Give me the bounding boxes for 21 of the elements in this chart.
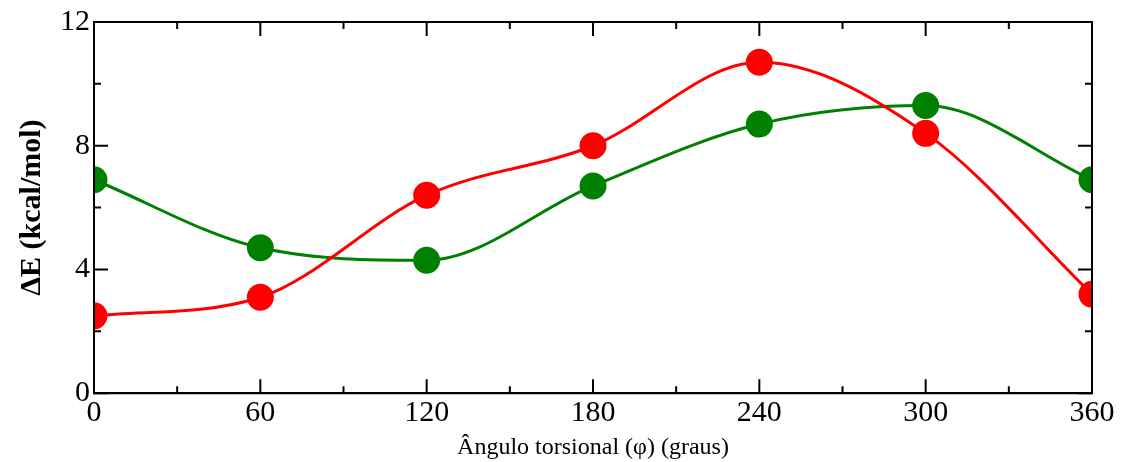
point	[745, 110, 773, 138]
x-tick-label: 360	[1069, 394, 1115, 428]
point	[579, 172, 607, 200]
x-tick-label: 300	[903, 394, 949, 428]
x-tick-label: 180	[570, 394, 616, 428]
y-tick-label: 8	[75, 126, 90, 160]
x-tick-label: 120	[404, 394, 450, 428]
point	[912, 119, 940, 147]
point	[413, 181, 441, 209]
point	[912, 92, 940, 120]
x-tick-label: 240	[736, 394, 782, 428]
point	[246, 283, 274, 311]
point	[413, 246, 441, 274]
x-tick-label: 60	[245, 394, 276, 428]
y-tick-label: 4	[75, 250, 90, 284]
y-tick-label: 12	[60, 2, 90, 36]
point	[246, 234, 274, 262]
point	[745, 48, 773, 76]
y-axis-title: ΔE (kcal/mol)	[12, 119, 47, 296]
x-axis-title: Ângulo torsional (φ) (graus)	[457, 432, 729, 459]
point	[579, 132, 607, 160]
